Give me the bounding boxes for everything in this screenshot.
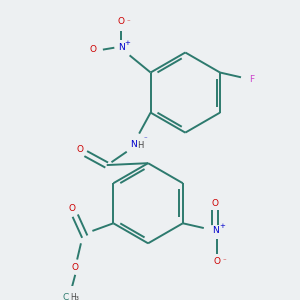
Text: ⁻: ⁻ [127, 19, 130, 25]
Text: O: O [72, 263, 79, 272]
Text: O: O [76, 145, 83, 154]
Text: ⁻: ⁻ [223, 259, 227, 265]
Text: O: O [214, 257, 220, 266]
Text: O: O [90, 45, 97, 54]
Text: O: O [212, 199, 219, 208]
Text: N: N [212, 226, 219, 236]
Text: H: H [137, 140, 143, 149]
Text: +: + [219, 223, 225, 229]
Text: N: N [118, 43, 124, 52]
Text: H₃: H₃ [70, 293, 79, 300]
Text: O: O [118, 17, 124, 26]
Text: F: F [249, 75, 254, 84]
Text: C: C [62, 293, 69, 300]
Text: N: N [130, 140, 137, 148]
Text: +: + [124, 40, 130, 46]
Text: ⁻: ⁻ [144, 136, 148, 142]
Text: O: O [69, 203, 76, 212]
